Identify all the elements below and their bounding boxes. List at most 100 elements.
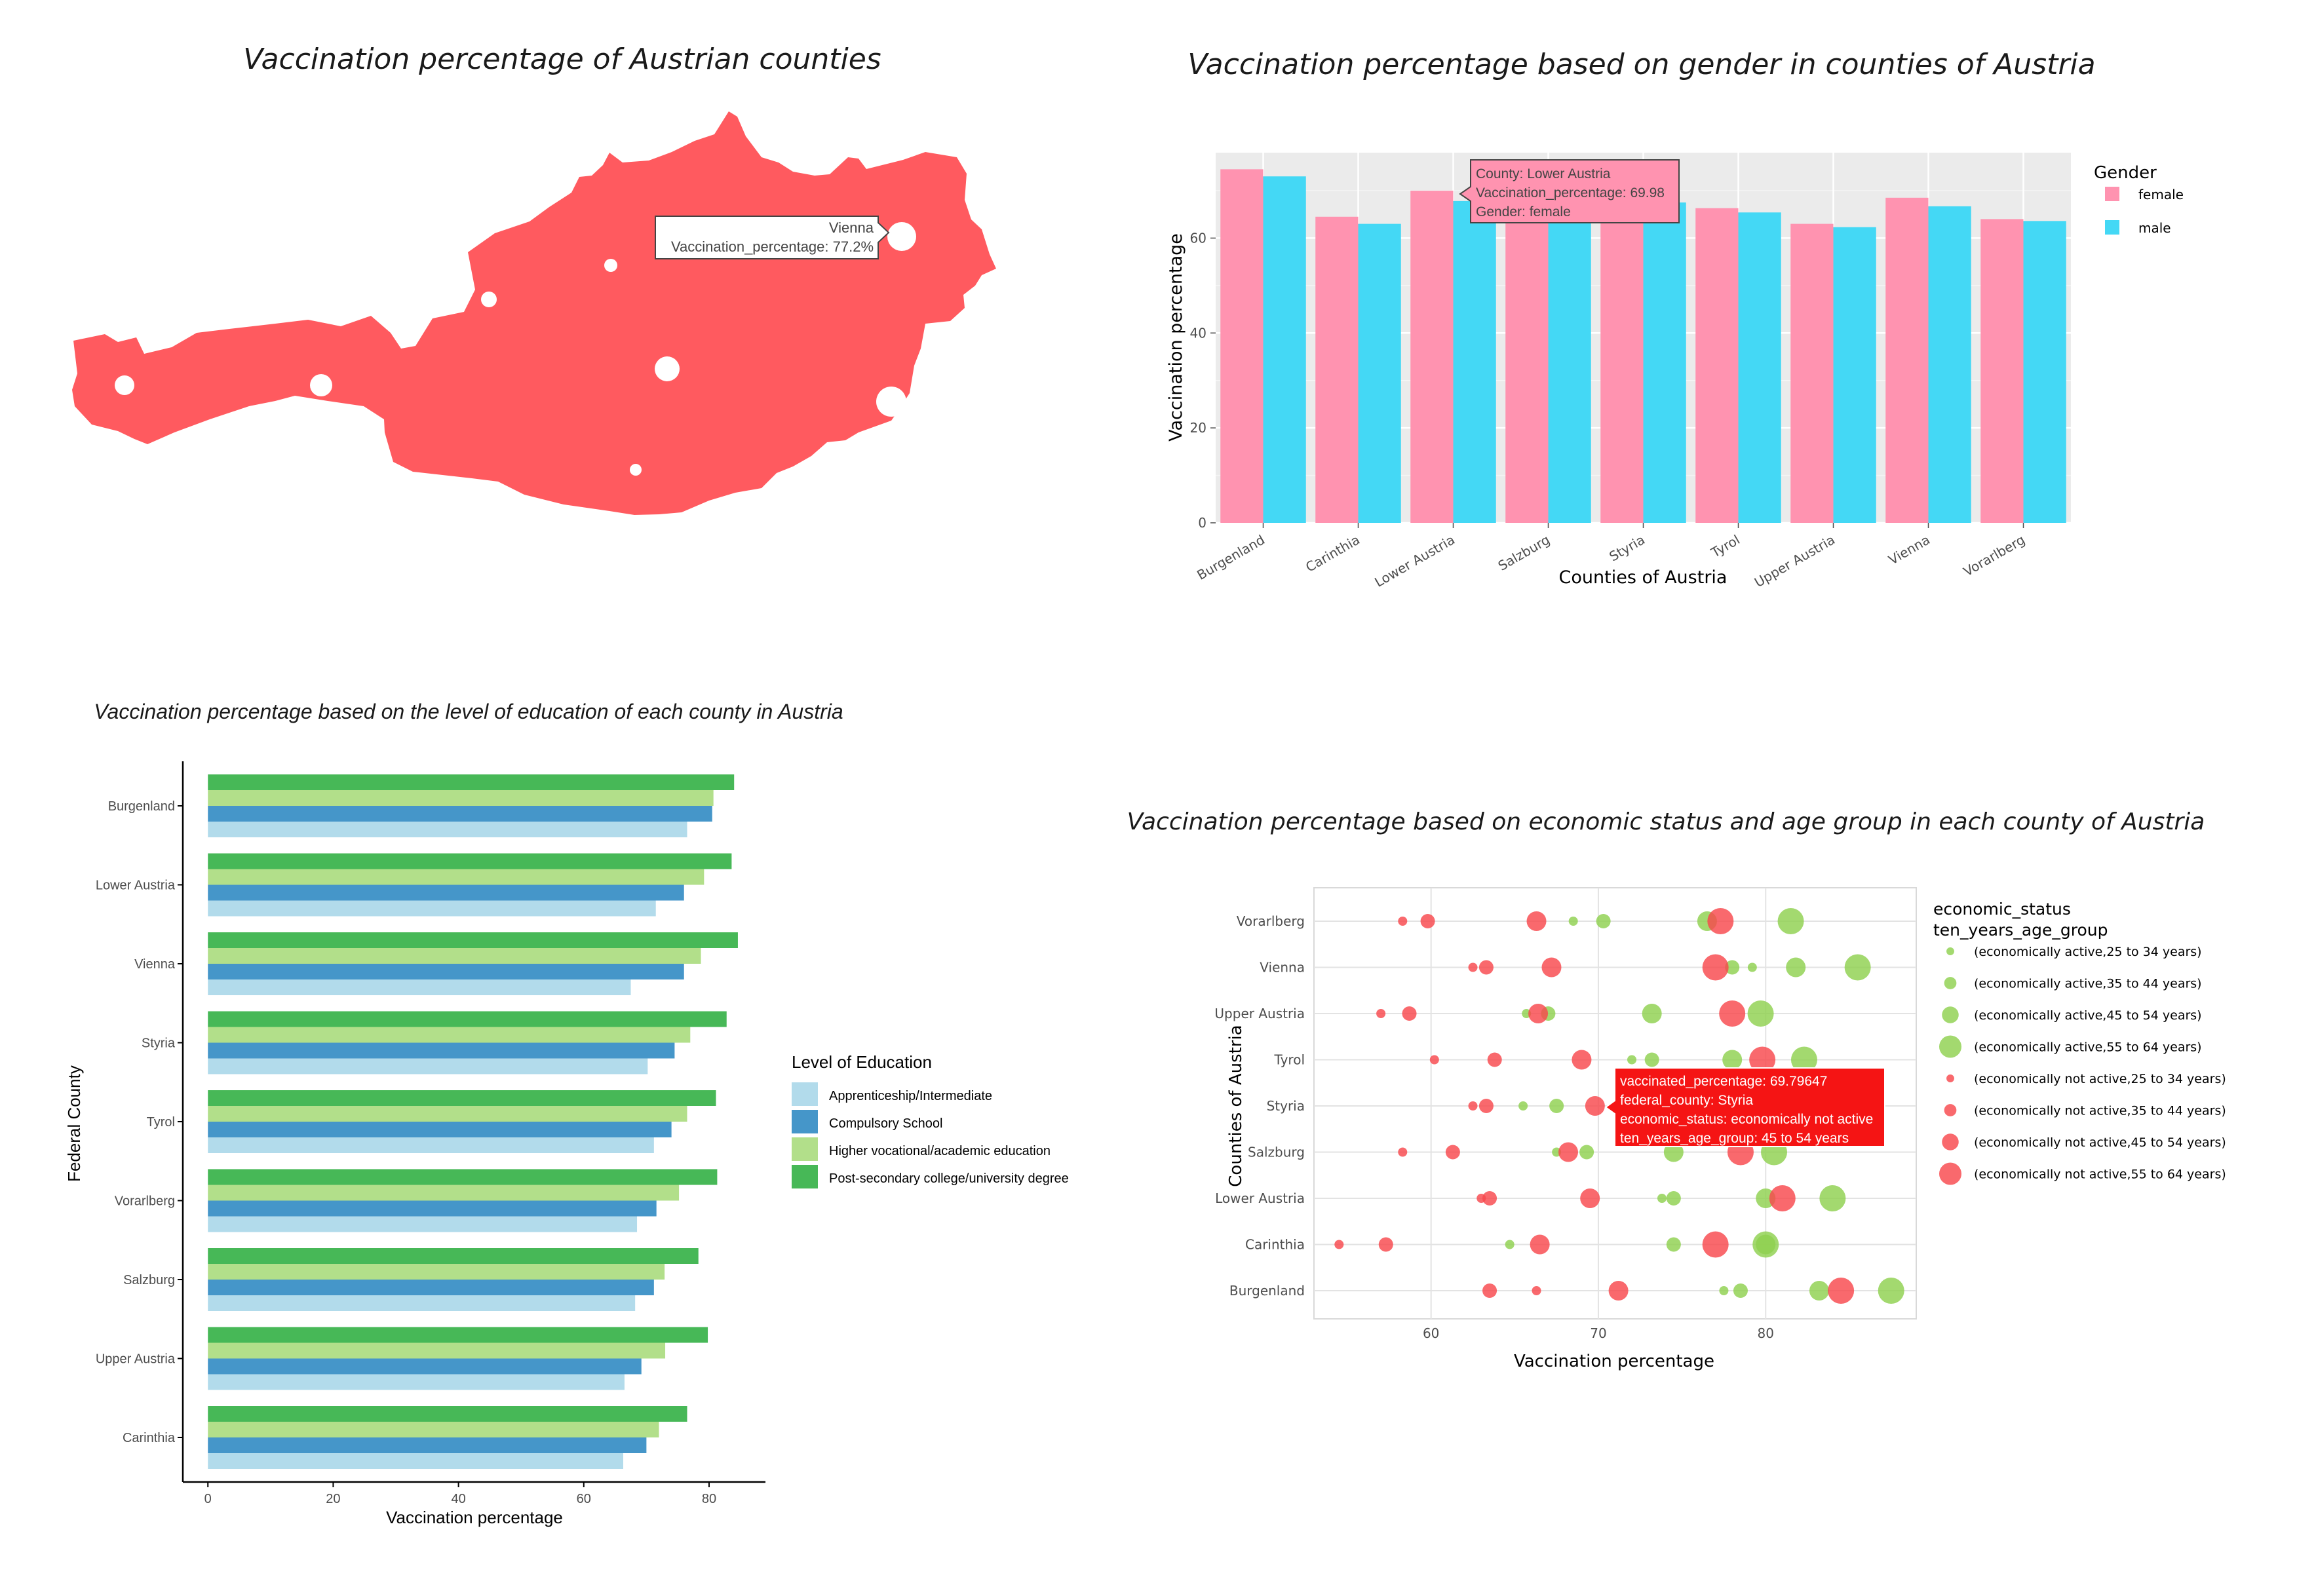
map-marker[interactable]	[604, 259, 617, 272]
education-bar[interactable]	[208, 900, 656, 917]
economic-point[interactable]	[1532, 1286, 1541, 1295]
economic-point[interactable]	[1786, 957, 1806, 978]
economic-point[interactable]	[1530, 1234, 1550, 1255]
education-bar[interactable]	[208, 822, 687, 837]
gender-bar-female[interactable]	[1885, 197, 1929, 523]
economic-point[interactable]	[1707, 908, 1734, 934]
economic-point[interactable]	[1572, 1050, 1592, 1070]
education-bar[interactable]	[208, 1027, 691, 1043]
economic-point[interactable]	[1828, 1278, 1855, 1304]
economic-point[interactable]	[1518, 1101, 1528, 1111]
education-bar[interactable]	[208, 948, 701, 964]
education-bar[interactable]	[208, 1122, 672, 1137]
education-bar[interactable]	[208, 1374, 625, 1390]
economic-point[interactable]	[1398, 1147, 1408, 1157]
economic-point[interactable]	[1747, 1000, 1774, 1027]
economic-point[interactable]	[1376, 1009, 1386, 1018]
economic-point[interactable]	[1402, 1006, 1417, 1021]
education-bar[interactable]	[208, 1264, 665, 1280]
economic-point[interactable]	[1596, 914, 1611, 928]
gender-bar-male[interactable]	[1548, 219, 1591, 523]
economic-point[interactable]	[1378, 1237, 1393, 1252]
economic-point[interactable]	[1468, 962, 1478, 972]
austria-map-shape[interactable]	[72, 111, 996, 515]
economic-point[interactable]	[1568, 917, 1578, 926]
map-marker[interactable]	[115, 375, 134, 395]
education-bar[interactable]	[208, 1358, 642, 1375]
education-bar[interactable]	[208, 1011, 727, 1027]
economic-point[interactable]	[1790, 1046, 1817, 1073]
education-bar[interactable]	[208, 1106, 687, 1122]
education-bar[interactable]	[208, 1295, 636, 1311]
education-bar[interactable]	[208, 806, 712, 822]
education-bar[interactable]	[208, 1453, 624, 1469]
gender-bar-female[interactable]	[1790, 223, 1834, 523]
education-bar[interactable]	[208, 884, 684, 901]
economic-point[interactable]	[1749, 1046, 1776, 1073]
education-bar[interactable]	[208, 1327, 708, 1343]
economic-point[interactable]	[1627, 1055, 1637, 1065]
economic-point[interactable]	[1725, 960, 1740, 975]
gender-bar-female[interactable]	[1410, 191, 1454, 523]
economic-point[interactable]	[1398, 917, 1408, 926]
education-bar[interactable]	[208, 1248, 699, 1264]
gender-bar-female[interactable]	[1220, 169, 1264, 523]
education-bar[interactable]	[208, 790, 714, 806]
economic-point[interactable]	[1579, 1145, 1594, 1160]
economic-point[interactable]	[1580, 1188, 1600, 1208]
gender-bar-female[interactable]	[1695, 208, 1739, 523]
economic-point[interactable]	[1482, 1191, 1497, 1206]
education-bar[interactable]	[208, 869, 704, 885]
gender-bar-female[interactable]	[1980, 219, 2024, 523]
economic-point[interactable]	[1878, 1278, 1904, 1304]
economic-point[interactable]	[1752, 1231, 1779, 1258]
gender-bar-male[interactable]	[1833, 227, 1876, 523]
economic-point[interactable]	[1505, 1240, 1515, 1249]
economic-point[interactable]	[1719, 1000, 1746, 1027]
economic-point[interactable]	[1420, 914, 1435, 928]
education-bar[interactable]	[208, 979, 631, 995]
economic-point[interactable]	[1844, 954, 1871, 981]
education-bar[interactable]	[208, 1185, 680, 1201]
economic-point[interactable]	[1809, 1281, 1829, 1301]
gender-bar-female[interactable]	[1315, 216, 1359, 523]
economic-point[interactable]	[1526, 911, 1547, 931]
economic-point[interactable]	[1585, 1096, 1605, 1116]
gender-bar-male[interactable]	[1263, 176, 1306, 523]
education-bar[interactable]	[208, 1200, 657, 1217]
economic-point[interactable]	[1558, 1142, 1579, 1162]
education-bar[interactable]	[208, 1342, 666, 1359]
gender-bar-male[interactable]	[1928, 206, 1971, 523]
education-bar[interactable]	[208, 1137, 654, 1153]
map-marker[interactable]	[630, 464, 642, 476]
education-bar[interactable]	[208, 774, 735, 790]
economic-point[interactable]	[1819, 1185, 1846, 1211]
education-bar[interactable]	[208, 1216, 638, 1232]
education-bar[interactable]	[208, 964, 684, 979]
economic-point[interactable]	[1702, 1231, 1729, 1258]
economic-point[interactable]	[1608, 1281, 1629, 1301]
education-bar[interactable]	[208, 1437, 647, 1453]
economic-point[interactable]	[1478, 1099, 1494, 1113]
economic-point[interactable]	[1747, 962, 1757, 972]
economic-point[interactable]	[1429, 1055, 1439, 1065]
economic-point[interactable]	[1478, 960, 1494, 975]
gender-bar-male[interactable]	[1643, 202, 1686, 523]
economic-point[interactable]	[1445, 1145, 1460, 1160]
economic-point[interactable]	[1528, 1004, 1549, 1023]
economic-point[interactable]	[1733, 1283, 1748, 1298]
economic-point[interactable]	[1666, 1191, 1681, 1206]
economic-point[interactable]	[1541, 957, 1562, 978]
map-marker[interactable]	[887, 222, 916, 251]
gender-bar-male[interactable]	[1738, 212, 1781, 523]
economic-point[interactable]	[1644, 1052, 1659, 1067]
education-bar[interactable]	[208, 932, 738, 948]
map-marker[interactable]	[481, 292, 497, 307]
education-bar[interactable]	[208, 1280, 654, 1295]
economic-point[interactable]	[1769, 1185, 1796, 1211]
gender-bar-male[interactable]	[1453, 200, 1496, 523]
economic-point[interactable]	[1702, 954, 1729, 981]
education-bar[interactable]	[208, 1169, 718, 1185]
map-marker[interactable]	[655, 356, 680, 381]
economic-point[interactable]	[1666, 1237, 1681, 1252]
